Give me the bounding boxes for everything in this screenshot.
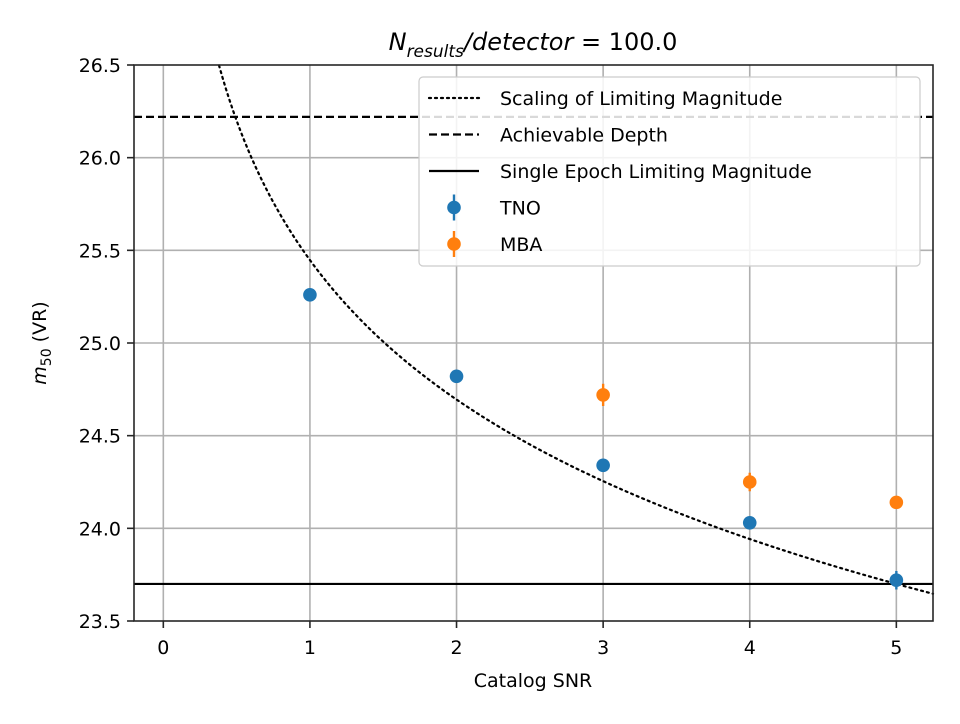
legend-box: [418, 76, 921, 267]
legend-item-achievable-depth: Achievable Depth: [429, 125, 668, 147]
y-tick-label: 26.5: [79, 55, 121, 77]
legend-label: Single Epoch Limiting Magnitude: [500, 161, 812, 183]
legend-label: TNO: [499, 198, 541, 220]
mba-point: [596, 388, 610, 402]
legend: Scaling of Limiting Magnitude Achievable …: [418, 76, 921, 267]
title-rest: /detector: [462, 28, 576, 56]
ylabel-rest: (VR): [29, 301, 51, 348]
x-tick-label: 0: [157, 637, 169, 659]
x-axis-label: Catalog SNR: [474, 670, 592, 692]
scaling-limiting-magnitude-curve: [217, 64, 935, 595]
legend-item-mba: MBA: [447, 231, 542, 257]
chart-title: Nresults/detector = 100.0: [389, 28, 678, 62]
title-subscript: results: [407, 42, 464, 62]
legend-item-single-epoch: Single Epoch Limiting Magnitude: [429, 161, 812, 183]
tno-point: [449, 369, 464, 384]
legend-label: Achievable Depth: [500, 125, 668, 147]
title-eq: = 100.0: [573, 28, 677, 56]
legend-label: MBA: [500, 234, 542, 256]
legend-marker-glyph: [447, 237, 461, 251]
y-tick-label: 23.5: [79, 611, 121, 633]
tno-point: [889, 573, 904, 588]
data-points: [303, 288, 904, 590]
x-tick-label: 5: [890, 637, 902, 659]
y-tick-label: 24.0: [79, 518, 121, 540]
y-axis-label: m50 (VR): [29, 301, 55, 384]
mba-point: [889, 495, 904, 510]
y-axis-ticks: 23.5 24.0 24.5 25.0 25.5 26.0 26.5: [79, 55, 134, 633]
ylabel-symbol: m: [29, 366, 51, 385]
tno-point: [303, 288, 317, 302]
x-tick-label: 3: [597, 637, 609, 659]
y-tick-label: 25.0: [79, 333, 121, 355]
tno-point: [742, 515, 757, 530]
y-tick-label: 26.0: [79, 148, 121, 170]
legend-label: Scaling of Limiting Magnitude: [500, 88, 782, 110]
x-tick-label: 1: [304, 637, 316, 659]
x-axis-ticks: 0 1 2 3 4 5: [157, 621, 902, 659]
y-tick-label: 24.5: [79, 426, 121, 448]
ylabel-subscript: 50: [39, 348, 55, 366]
legend-marker-glyph: [447, 200, 461, 215]
y-tick-label: 25.5: [79, 240, 121, 262]
tno-point: [596, 458, 610, 473]
legend-item-scaling: Scaling of Limiting Magnitude: [427, 88, 782, 110]
mba-point: [742, 475, 757, 489]
title-symbol: N: [389, 28, 407, 56]
x-tick-label: 4: [744, 637, 756, 659]
legend-item-tno: TNO: [447, 194, 541, 221]
x-tick-label: 2: [450, 637, 462, 659]
